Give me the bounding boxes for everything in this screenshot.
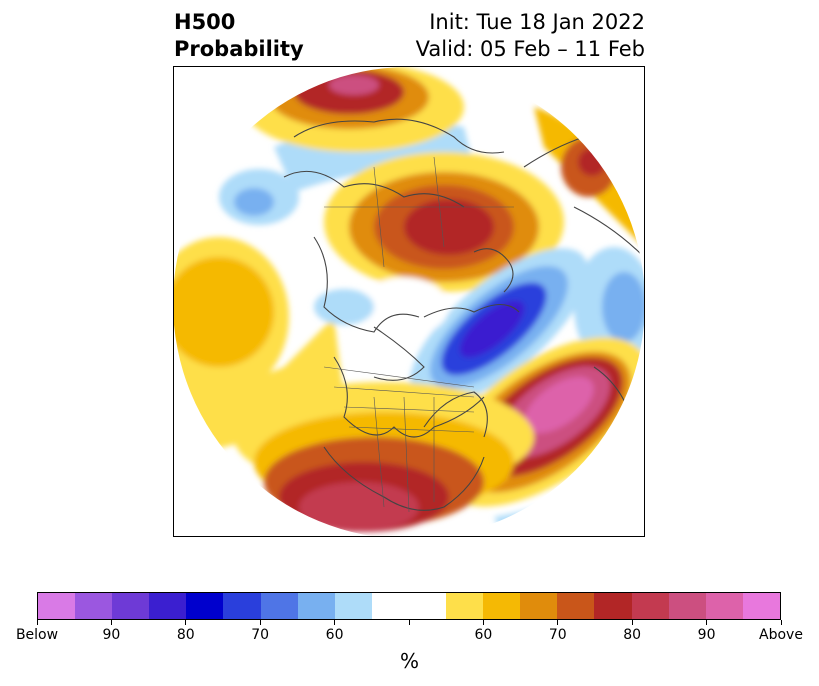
colorbar-swatch (705, 593, 743, 619)
colorbar-tick (631, 620, 633, 625)
colorbar-tick-labels: Below 90 80 70 60 60 70 80 90 Above (0, 627, 819, 647)
colorbar-tick-label: 60 (325, 627, 344, 643)
colorbar-tick (259, 620, 261, 625)
colorbar-tick-label: 60 (474, 627, 493, 643)
valid-range: Valid: 05 Feb – 11 Feb (415, 37, 645, 61)
colorbar-tick (334, 620, 336, 625)
colorbar-swatch (186, 593, 224, 619)
colorbar-swatch (149, 593, 187, 619)
colorbar-swatch (260, 593, 298, 619)
probability-colorbar (37, 592, 781, 620)
colorbar-swatch (742, 593, 780, 619)
colorbar-swatch (334, 593, 372, 619)
colorbar-tick-label: 80 (176, 627, 195, 643)
colorbar-units: % (399, 649, 419, 673)
colorbar-swatch (112, 593, 150, 619)
title-product: Probability (174, 37, 304, 61)
colorbar-tick-label: 90 (697, 627, 716, 643)
colorbar-swatch (223, 593, 261, 619)
colorbar-swatch (408, 593, 447, 619)
title-variable: H500 (174, 10, 236, 34)
colorbar-tick (557, 620, 559, 625)
init-date: Init: Tue 18 Jan 2022 (429, 10, 645, 34)
colorbar-tick (110, 620, 112, 625)
forecast-dates: Init: Tue 18 Jan 2022 Valid: 05 Feb – 11… (416, 9, 645, 63)
colorbar-tick (706, 620, 708, 625)
colorbar-tick-label: 70 (548, 627, 567, 643)
colorbar-swatch (668, 593, 706, 619)
colorbar-ticks (0, 620, 819, 626)
colorbar-tick-label: Below (15, 627, 59, 643)
colorbar-tick (482, 620, 484, 625)
colorbar-swatch (557, 593, 595, 619)
coastlines (283, 86, 644, 511)
probability-map (173, 66, 645, 537)
borders (323, 156, 514, 513)
colorbar-swatch (446, 593, 484, 619)
colorbar-swatch (297, 593, 335, 619)
colorbar-swatch (520, 593, 558, 619)
colorbar-tick-label: 70 (251, 627, 270, 643)
colorbar-swatch (631, 593, 669, 619)
colorbar-tick-label: Above (759, 627, 803, 643)
colorbar-swatch (38, 593, 76, 619)
colorbar-swatch (483, 593, 521, 619)
colorbar-swatch (371, 593, 409, 619)
colorbar-swatch (594, 593, 632, 619)
polar-map-svg (174, 67, 644, 536)
colorbar-tick (185, 620, 187, 625)
probability-field (174, 67, 644, 536)
colorbar-tick (408, 620, 410, 625)
colorbar-swatch (75, 593, 113, 619)
colorbar-tick (780, 620, 782, 625)
chart-title: H500 Probability (174, 9, 304, 63)
colorbar-tick-label: 80 (623, 627, 642, 643)
colorbar-tick (36, 620, 38, 625)
colorbar-tick-label: 90 (102, 627, 121, 643)
